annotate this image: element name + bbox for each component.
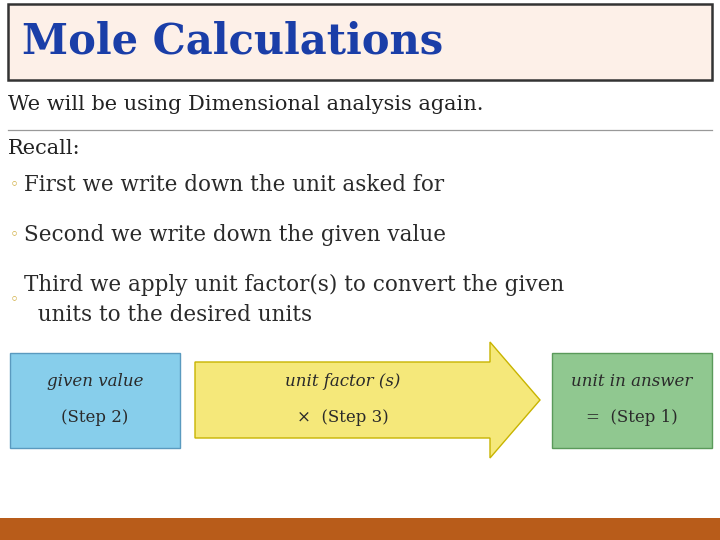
Text: (Step 2): (Step 2): [61, 409, 129, 427]
Text: ◦: ◦: [10, 178, 19, 192]
Text: =  (Step 1): = (Step 1): [586, 409, 678, 427]
Text: Mole Calculations: Mole Calculations: [22, 21, 444, 63]
Text: given value: given value: [47, 374, 143, 390]
Text: Recall:: Recall:: [8, 138, 81, 158]
FancyBboxPatch shape: [552, 353, 712, 448]
Text: ◦: ◦: [10, 227, 19, 242]
FancyBboxPatch shape: [10, 353, 180, 448]
Text: Second we write down the given value: Second we write down the given value: [24, 224, 446, 246]
Text: unit in answer: unit in answer: [571, 374, 693, 390]
Text: We will be using Dimensional analysis again.: We will be using Dimensional analysis ag…: [8, 96, 484, 114]
Polygon shape: [195, 342, 540, 458]
Text: ×  (Step 3): × (Step 3): [297, 409, 388, 427]
Text: unit factor (s): unit factor (s): [285, 374, 400, 390]
Text: ◦: ◦: [10, 293, 19, 307]
Text: Third we apply unit factor(s) to convert the given
  units to the desired units: Third we apply unit factor(s) to convert…: [24, 274, 564, 326]
FancyBboxPatch shape: [0, 518, 720, 540]
FancyBboxPatch shape: [8, 4, 712, 80]
Text: First we write down the unit asked for: First we write down the unit asked for: [24, 174, 444, 196]
